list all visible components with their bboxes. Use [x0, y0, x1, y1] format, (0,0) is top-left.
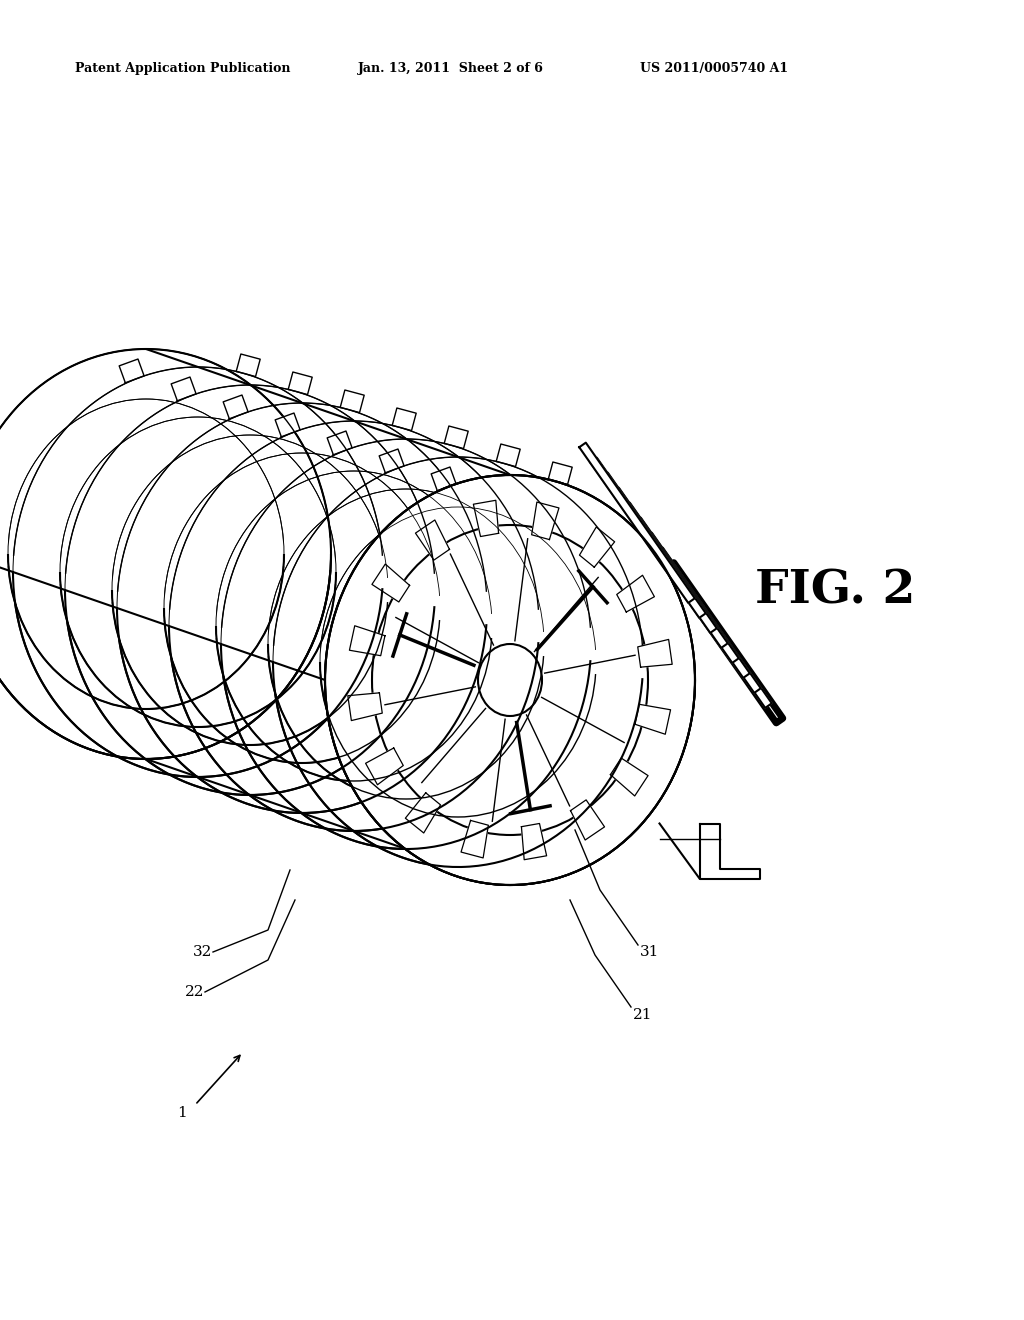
Polygon shape [171, 378, 197, 401]
Text: 22: 22 [185, 985, 205, 999]
Polygon shape [590, 458, 706, 618]
Polygon shape [461, 821, 488, 858]
Polygon shape [610, 758, 648, 796]
Polygon shape [275, 413, 300, 437]
Polygon shape [612, 487, 728, 648]
Polygon shape [444, 426, 468, 449]
Polygon shape [699, 824, 760, 879]
Polygon shape [288, 372, 312, 395]
Polygon shape [497, 444, 520, 466]
Text: 21: 21 [633, 1008, 652, 1022]
Text: FIG. 2: FIG. 2 [755, 568, 915, 612]
Polygon shape [521, 824, 547, 859]
Polygon shape [348, 693, 382, 721]
Polygon shape [624, 503, 738, 663]
Polygon shape [601, 473, 717, 632]
Polygon shape [473, 500, 499, 536]
Polygon shape [223, 395, 248, 418]
Polygon shape [119, 359, 144, 383]
Polygon shape [570, 800, 604, 840]
Polygon shape [634, 517, 750, 678]
Polygon shape [635, 705, 671, 734]
Ellipse shape [325, 475, 695, 884]
Polygon shape [616, 576, 654, 612]
Text: Jan. 13, 2011  Sheet 2 of 6: Jan. 13, 2011 Sheet 2 of 6 [358, 62, 544, 75]
Text: Patent Application Publication: Patent Application Publication [75, 62, 291, 75]
Text: 1: 1 [177, 1106, 187, 1119]
Polygon shape [431, 467, 456, 491]
Text: US 2011/0005740 A1: US 2011/0005740 A1 [640, 62, 788, 75]
Polygon shape [237, 354, 260, 376]
Polygon shape [416, 520, 450, 560]
Polygon shape [656, 548, 772, 708]
Text: 32: 32 [193, 945, 212, 960]
Polygon shape [392, 408, 416, 430]
Polygon shape [366, 748, 403, 785]
Polygon shape [340, 389, 365, 413]
Polygon shape [406, 793, 440, 833]
Polygon shape [372, 564, 410, 602]
Polygon shape [531, 502, 559, 540]
Polygon shape [349, 626, 385, 656]
Polygon shape [548, 462, 572, 484]
Polygon shape [580, 527, 614, 568]
Text: 31: 31 [640, 945, 659, 960]
Polygon shape [645, 533, 761, 693]
Polygon shape [668, 562, 782, 723]
Polygon shape [328, 432, 352, 455]
Polygon shape [638, 639, 672, 667]
Polygon shape [580, 442, 694, 603]
Polygon shape [379, 449, 404, 473]
